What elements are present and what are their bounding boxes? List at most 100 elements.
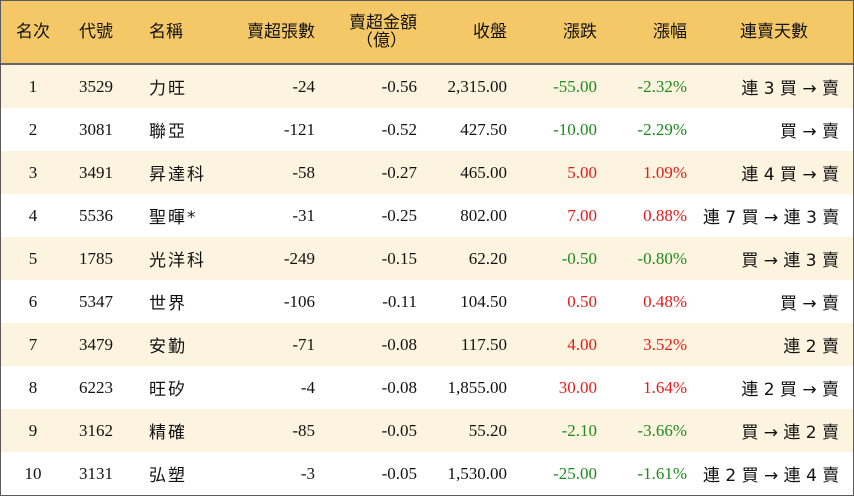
pct-cell: -2.32% — [605, 64, 695, 108]
sell-amount-cell: -0.05 — [323, 452, 425, 495]
header-rank: 名次 — [1, 1, 65, 65]
pct-cell: 1.64% — [605, 366, 695, 409]
code-cell: 3479 — [65, 323, 135, 366]
change-cell: -55.00 — [515, 64, 605, 108]
pct-cell: -0.80% — [605, 237, 695, 280]
streak-cell: 連 7 買 → 連 3 賣 — [695, 194, 853, 237]
close-cell: 2,315.00 — [425, 64, 515, 108]
name-cell: 光洋科 — [135, 237, 219, 280]
name-cell: 精確 — [135, 409, 219, 452]
name-cell: 安勤 — [135, 323, 219, 366]
change-cell: 30.00 — [515, 366, 605, 409]
table-row: 6 5347 世界 -106 -0.11 104.50 0.50 0.48% 買 → 賣 — [1, 280, 853, 323]
code-cell: 5347 — [65, 280, 135, 323]
code-cell: 3131 — [65, 452, 135, 495]
sell-lots-cell: -106 — [219, 280, 323, 323]
streak-cell: 連 3 買 → 賣 — [695, 64, 853, 108]
name-cell: 聯亞 — [135, 108, 219, 151]
streak-cell: 買 → 連 2 賣 — [695, 409, 853, 452]
change-cell: 7.00 — [515, 194, 605, 237]
change-cell: -25.00 — [515, 452, 605, 495]
change-cell: -0.50 — [515, 237, 605, 280]
header-streak: 連賣天數 — [695, 1, 853, 65]
close-cell: 1,530.00 — [425, 452, 515, 495]
close-cell: 1,855.00 — [425, 366, 515, 409]
sell-amount-cell: -0.11 — [323, 280, 425, 323]
name-cell: 弘塑 — [135, 452, 219, 495]
streak-cell: 連 2 賣 — [695, 323, 853, 366]
rank-cell: 5 — [1, 237, 65, 280]
code-cell: 3162 — [65, 409, 135, 452]
table-row: 7 3479 安勤 -71 -0.08 117.50 4.00 3.52% 連 2 賣 — [1, 323, 853, 366]
sell-amount-cell: -0.52 — [323, 108, 425, 151]
table-row: 2 3081 聯亞 -121 -0.52 427.50 -10.00 -2.29% 買 → 賣 — [1, 108, 853, 151]
pct-cell: 0.48% — [605, 280, 695, 323]
name-cell: 昇達科 — [135, 151, 219, 194]
sell-lots-cell: -31 — [219, 194, 323, 237]
pct-cell: -3.66% — [605, 409, 695, 452]
table-row: 9 3162 精確 -85 -0.05 55.20 -2.10 -3.66% 買 → 連 2 賣 — [1, 409, 853, 452]
close-cell: 465.00 — [425, 151, 515, 194]
change-cell: -2.10 — [515, 409, 605, 452]
pct-cell: 0.88% — [605, 194, 695, 237]
streak-cell: 連 2 買 → 連 4 賣 — [695, 452, 853, 495]
sell-amount-cell: -0.08 — [323, 323, 425, 366]
pct-cell: 1.09% — [605, 151, 695, 194]
sell-amount-cell: -0.15 — [323, 237, 425, 280]
sell-amount-cell: -0.08 — [323, 366, 425, 409]
code-cell: 3081 — [65, 108, 135, 151]
change-cell: 5.00 — [515, 151, 605, 194]
sell-amount-cell: -0.05 — [323, 409, 425, 452]
code-cell: 6223 — [65, 366, 135, 409]
streak-cell: 買 → 連 3 賣 — [695, 237, 853, 280]
header-pct: 漲幅 — [605, 1, 695, 65]
header-code: 代號 — [65, 1, 135, 65]
pct-cell: -2.29% — [605, 108, 695, 151]
rank-cell: 2 — [1, 108, 65, 151]
rank-cell: 1 — [1, 64, 65, 108]
header-sell-amount-line2: （億） — [356, 31, 407, 51]
sell-lots-cell: -4 — [219, 366, 323, 409]
name-cell: 聖暉* — [135, 194, 219, 237]
name-cell: 力旺 — [135, 64, 219, 108]
sell-amount-cell: -0.25 — [323, 194, 425, 237]
sell-lots-cell: -58 — [219, 151, 323, 194]
table-row: 10 3131 弘塑 -3 -0.05 1,530.00 -25.00 -1.61% 連 2 買… — [1, 452, 853, 495]
streak-cell: 連 4 買 → 賣 — [695, 151, 853, 194]
sell-lots-cell: -85 — [219, 409, 323, 452]
name-cell: 世界 — [135, 280, 219, 323]
rank-cell: 3 — [1, 151, 65, 194]
sell-lots-cell: -121 — [219, 108, 323, 151]
streak-cell: 買 → 賣 — [695, 108, 853, 151]
close-cell: 55.20 — [425, 409, 515, 452]
close-cell: 104.50 — [425, 280, 515, 323]
rank-cell: 6 — [1, 280, 65, 323]
header-close: 收盤 — [425, 1, 515, 65]
rank-cell: 9 — [1, 409, 65, 452]
streak-cell: 連 2 買 → 賣 — [695, 366, 853, 409]
code-cell: 3529 — [65, 64, 135, 108]
pct-cell: -1.61% — [605, 452, 695, 495]
sell-lots-cell: -3 — [219, 452, 323, 495]
streak-cell: 買 → 賣 — [695, 280, 853, 323]
header-sell-amount-line1: 賣超金額 — [349, 13, 417, 33]
sell-amount-cell: -0.27 — [323, 151, 425, 194]
header-change: 漲跌 — [515, 1, 605, 65]
table-row: 1 3529 力旺 -24 -0.56 2,315.00 -55.00 -2.32% 連 3 買… — [1, 64, 853, 108]
header-sell-amount: 賣超金額 （億） — [323, 1, 425, 65]
table-row: 8 6223 旺矽 -4 -0.08 1,855.00 30.00 1.64% 連 2 買 → … — [1, 366, 853, 409]
header-name: 名稱 — [135, 1, 219, 65]
close-cell: 62.20 — [425, 237, 515, 280]
change-cell: 0.50 — [515, 280, 605, 323]
sell-lots-cell: -249 — [219, 237, 323, 280]
rank-cell: 4 — [1, 194, 65, 237]
change-cell: -10.00 — [515, 108, 605, 151]
close-cell: 117.50 — [425, 323, 515, 366]
close-cell: 802.00 — [425, 194, 515, 237]
name-cell: 旺矽 — [135, 366, 219, 409]
code-cell: 1785 — [65, 237, 135, 280]
sell-lots-cell: -24 — [219, 64, 323, 108]
table-row: 3 3491 昇達科 -58 -0.27 465.00 5.00 1.09% 連 4 買 → 賣 — [1, 151, 853, 194]
close-cell: 427.50 — [425, 108, 515, 151]
